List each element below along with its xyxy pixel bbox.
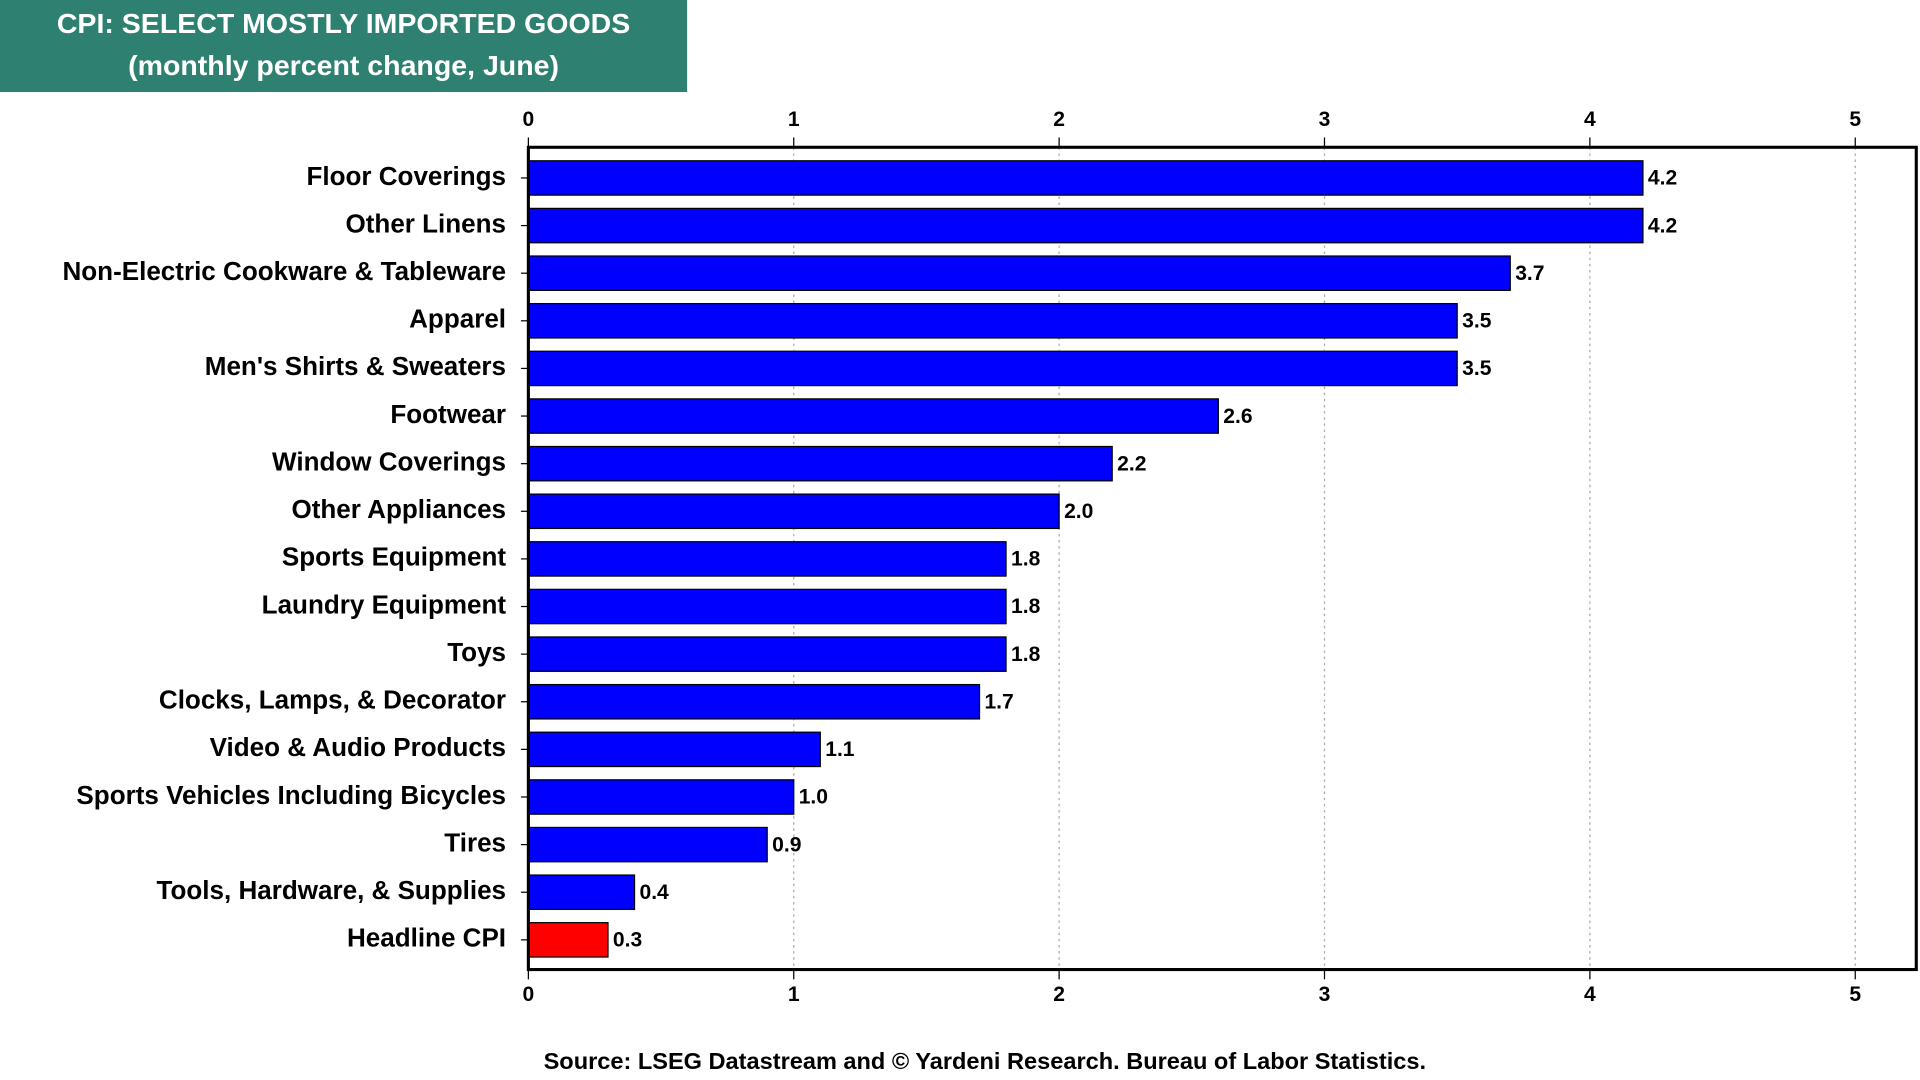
x-tick-label: 5 <box>1849 983 1861 1006</box>
y-tick-label: Window Coverings <box>272 449 506 477</box>
y-tick-label: Men's Shirts & Sweaters <box>205 353 506 381</box>
x-tick-label: 3 <box>1319 108 1331 131</box>
bar <box>527 922 609 958</box>
value-label: 2.2 <box>1117 453 1146 476</box>
x-tick-label: 1 <box>788 108 800 131</box>
bar <box>527 541 1007 577</box>
x-tick-label: 4 <box>1584 108 1596 131</box>
plot-frame <box>526 145 1918 972</box>
value-label: 3.5 <box>1462 310 1492 333</box>
y-tick-label: Tires <box>444 830 506 858</box>
bar <box>527 398 1219 434</box>
x-tick-label: 2 <box>1053 983 1065 1006</box>
y-tick-label: Floor Coverings <box>306 163 506 191</box>
value-label: 2.0 <box>1064 500 1093 523</box>
bar <box>527 207 1644 244</box>
value-label: 4.2 <box>1648 214 1677 237</box>
y-tick-label: Tools, Hardware, & Supplies <box>157 877 507 905</box>
x-tick-label: 2 <box>1053 108 1065 131</box>
y-tick-label: Apparel <box>409 306 506 334</box>
bar <box>527 445 1113 482</box>
bar <box>527 493 1060 530</box>
x-tick-label: 4 <box>1584 983 1596 1006</box>
value-label: 1.8 <box>1011 643 1041 666</box>
value-label: 0.3 <box>613 929 642 952</box>
bar <box>527 303 1458 339</box>
bar <box>527 874 636 911</box>
y-tick-label: Other Linens <box>346 210 507 238</box>
y-tick-label: Other Appliances <box>292 496 507 524</box>
x-tick-label: 1 <box>788 983 800 1006</box>
x-tick-label: 0 <box>523 983 535 1006</box>
y-tick-label: Toys <box>447 639 506 667</box>
value-label: 1.8 <box>1011 548 1041 571</box>
y-tick-label: Footwear <box>390 401 506 429</box>
bar <box>527 160 1644 196</box>
title-box <box>0 0 688 93</box>
bar <box>527 588 1007 625</box>
source-note: Source: LSEG Datastream and © Yardeni Re… <box>544 1048 1426 1074</box>
y-tick-label: Video & Audio Products <box>210 734 506 762</box>
chart-title: CPI: SELECT MOSTLY IMPORTED GOODS <box>57 8 630 40</box>
value-label: 1.0 <box>799 786 828 809</box>
value-label: 3.5 <box>1462 357 1492 380</box>
x-tick-label: 0 <box>523 108 535 131</box>
value-label: 2.6 <box>1223 405 1252 428</box>
bar <box>527 683 981 720</box>
value-label: 1.7 <box>984 691 1013 714</box>
chart-subtitle: (monthly percent change, June) <box>128 50 559 82</box>
bar <box>527 350 1458 387</box>
value-label: 1.8 <box>1011 595 1041 618</box>
y-tick-label: Headline CPI <box>347 925 506 953</box>
x-tick-label: 5 <box>1849 108 1861 131</box>
bar <box>527 779 795 815</box>
bar <box>527 255 1511 291</box>
bar <box>527 636 1007 672</box>
y-tick-label: Clocks, Lamps, & Decorator <box>159 687 506 715</box>
bar <box>527 826 768 863</box>
value-label: 0.4 <box>639 881 669 904</box>
y-tick-label: Laundry Equipment <box>262 591 507 619</box>
y-tick-label: Non-Electric Cookware & Tableware <box>62 258 506 286</box>
value-label: 3.7 <box>1515 262 1544 285</box>
y-tick-label: Sports Equipment <box>282 544 507 572</box>
bar <box>527 731 821 768</box>
y-tick-label: Sports Vehicles Including Bicycles <box>76 782 506 810</box>
x-tick-label: 3 <box>1319 983 1331 1006</box>
value-label: 1.1 <box>825 738 855 761</box>
value-label: 0.9 <box>772 833 801 856</box>
value-label: 4.2 <box>1648 167 1677 190</box>
